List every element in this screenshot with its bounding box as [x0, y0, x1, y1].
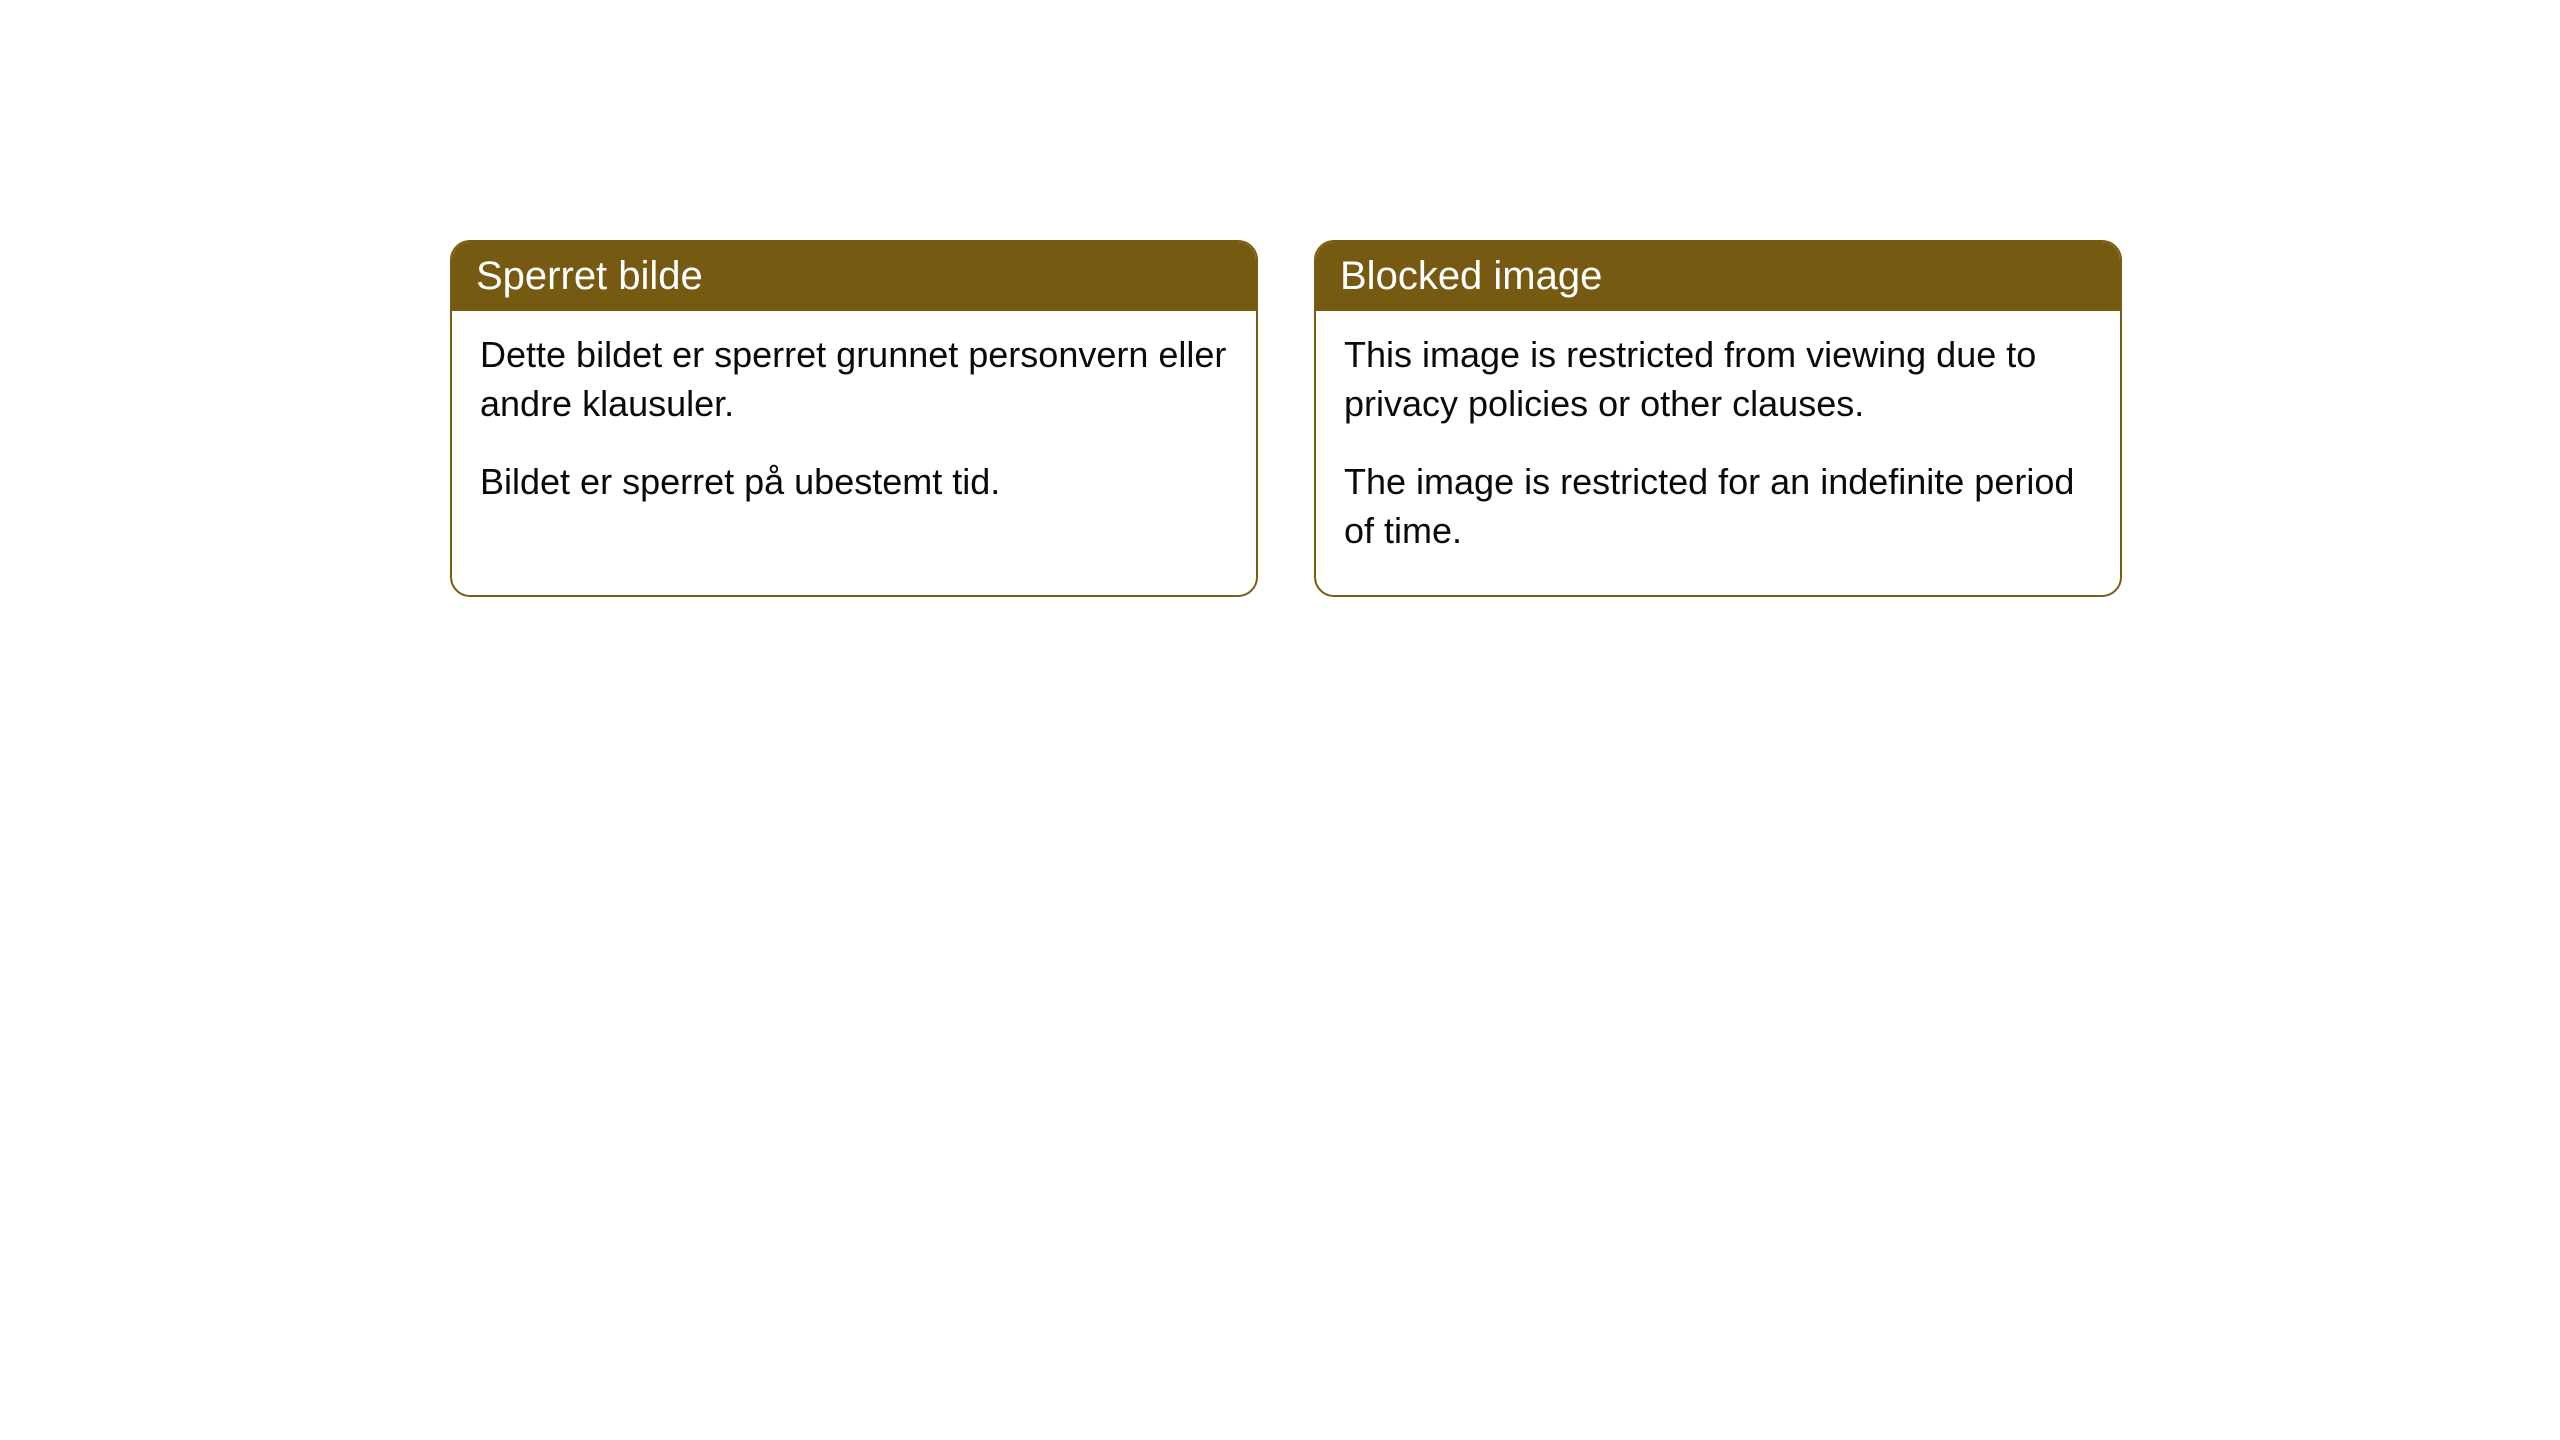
card-paragraph: This image is restricted from viewing du…	[1344, 331, 2092, 428]
blocked-image-card-norwegian: Sperret bilde Dette bildet er sperret gr…	[450, 240, 1258, 597]
card-paragraph: Dette bildet er sperret grunnet personve…	[480, 331, 1228, 428]
card-paragraph: The image is restricted for an indefinit…	[1344, 458, 2092, 555]
card-header: Sperret bilde	[452, 242, 1256, 311]
blocked-image-card-english: Blocked image This image is restricted f…	[1314, 240, 2122, 597]
card-body: This image is restricted from viewing du…	[1316, 311, 2120, 595]
card-body: Dette bildet er sperret grunnet personve…	[452, 311, 1256, 547]
card-paragraph: Bildet er sperret på ubestemt tid.	[480, 458, 1228, 507]
card-header: Blocked image	[1316, 242, 2120, 311]
notice-cards-container: Sperret bilde Dette bildet er sperret gr…	[450, 240, 2122, 597]
card-title: Blocked image	[1340, 254, 1602, 298]
card-title: Sperret bilde	[476, 254, 703, 298]
